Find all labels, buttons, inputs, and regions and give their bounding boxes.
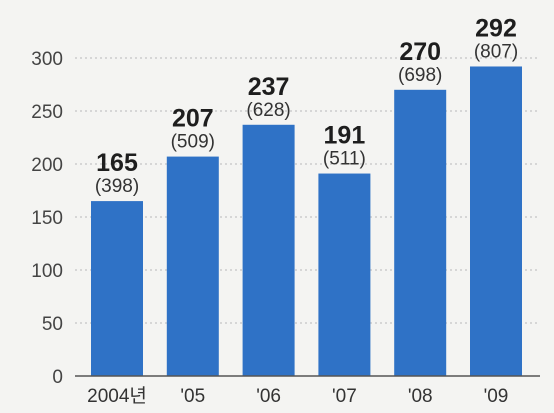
x-tick-label: '08 — [408, 386, 433, 407]
y-tick-label: 150 — [31, 208, 63, 229]
secondary-value-label: (511) — [323, 149, 366, 170]
secondary-value-label: (698) — [398, 65, 442, 86]
y-tick-label: 50 — [42, 314, 63, 335]
secondary-value-label: (807) — [474, 41, 518, 62]
bar — [242, 124, 295, 376]
bar — [318, 173, 371, 376]
y-tick-label: 200 — [31, 155, 63, 176]
y-axis-ticks: 0 50 100 150 200 250 300 — [31, 49, 63, 388]
y-tick-label: 250 — [31, 102, 63, 123]
data-labels: (398)165 (509)207 (628)237 (511)191 (698)270… — [95, 14, 518, 197]
secondary-value-label: (509) — [171, 132, 215, 153]
bar — [470, 66, 522, 376]
value-label: 191 — [324, 122, 366, 150]
x-tick-label: '05 — [180, 386, 205, 407]
x-tick-label: '09 — [484, 386, 509, 407]
value-label: 207 — [172, 105, 214, 133]
y-tick-label: 300 — [31, 49, 63, 70]
bar — [166, 156, 219, 376]
x-tick-label: '07 — [332, 386, 357, 407]
bar — [91, 201, 143, 376]
x-tick-label: 2004년 — [87, 385, 147, 407]
secondary-value-label: (398) — [95, 176, 139, 197]
value-label: 165 — [96, 149, 138, 177]
bar — [394, 89, 447, 377]
value-label: 292 — [475, 14, 517, 42]
y-tick-label: 100 — [31, 261, 63, 282]
x-tick-label: '06 — [256, 386, 281, 407]
value-label: 237 — [248, 73, 290, 101]
secondary-value-label: (628) — [246, 100, 290, 121]
bars — [91, 66, 522, 377]
x-axis-ticks: 2004년 '05 '06 '07 '08 '09 — [87, 385, 508, 407]
y-tick-label: 0 — [52, 367, 63, 388]
value-label: 270 — [399, 38, 441, 66]
